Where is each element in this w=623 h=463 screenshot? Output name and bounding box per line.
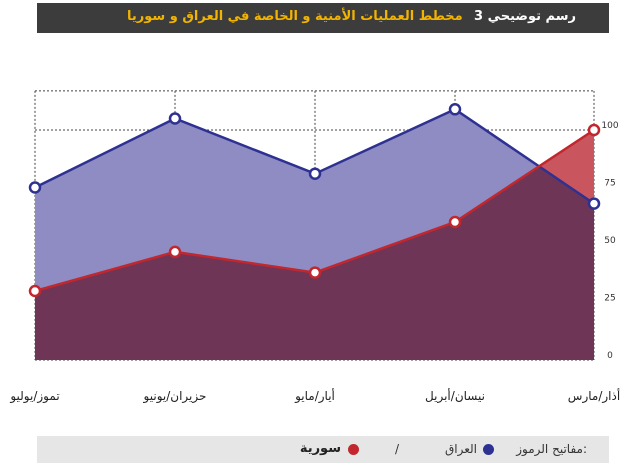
- iraq-point: [448, 103, 462, 116]
- y-tick-label: 75: [604, 179, 615, 189]
- x-tick-label: تموز/يوليو: [9, 389, 59, 404]
- area-chart: 0 25 50 75 100 أذار/مارس نيسان/أبريل أيار/مايو…: [9, 90, 620, 404]
- iraq-point: [28, 181, 42, 194]
- x-tick-label: حزيران/يونيو: [143, 389, 207, 404]
- syria-point: [448, 215, 462, 229]
- x-axis-ticks: أذار/مارس نيسان/أبريل أيار/مايو حزيران/يوني…: [9, 388, 620, 404]
- y-tick-label: 25: [604, 294, 615, 304]
- figure-label: رسم توضيحي 3: [474, 9, 576, 24]
- syria-point: [168, 245, 182, 259]
- overlap-area: [35, 166, 594, 360]
- chart-header: رسم توضيحي 3 مخطط العمليات الأمنية و الخ…: [37, 3, 609, 33]
- legend-key-label: مفاتيح الرموز:: [516, 442, 587, 456]
- chart-points: [28, 103, 601, 298]
- legend-separator: /: [394, 442, 399, 456]
- legend-iraq: العراق: [444, 442, 477, 456]
- y-tick-label: 0: [607, 351, 613, 361]
- x-tick-label: أيار/مايو: [294, 388, 335, 404]
- iraq-point: [308, 167, 322, 180]
- chart-areas: [35, 109, 594, 360]
- y-axis-ticks: 0 25 50 75 100: [601, 121, 618, 361]
- iraq-point: [587, 197, 601, 210]
- iraq-legend-dot: [483, 444, 494, 455]
- syria-point: [587, 123, 601, 137]
- iraq-point: [168, 112, 182, 125]
- y-tick-label: 100: [601, 121, 618, 131]
- syria-point: [28, 284, 42, 298]
- x-tick-label: نيسان/أبريل: [425, 388, 485, 404]
- chart-title: مخطط العمليات الأمنية و الخاصة في العراق…: [127, 9, 463, 24]
- y-tick-label: 50: [604, 236, 616, 246]
- syria-legend-dot: [348, 444, 359, 455]
- x-tick-label: أذار/مارس: [568, 388, 620, 404]
- legend-syria: سورية: [299, 441, 341, 456]
- syria-point: [308, 266, 322, 279]
- legend: مفاتيح الرموز: العراق / سورية: [37, 436, 609, 463]
